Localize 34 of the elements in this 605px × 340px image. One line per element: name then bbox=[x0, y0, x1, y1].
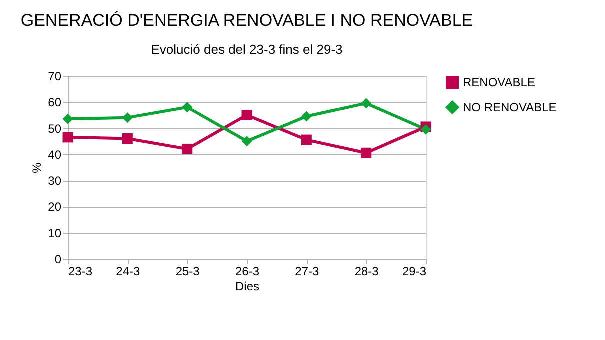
point bbox=[301, 111, 312, 122]
y-axis-title: % bbox=[30, 162, 44, 174]
legend-label: RENOVABLE bbox=[463, 76, 536, 90]
y-tick-label: 20 bbox=[48, 200, 62, 214]
y-tick-label: 60 bbox=[48, 96, 62, 110]
point bbox=[361, 148, 372, 158]
point bbox=[122, 112, 133, 124]
x-tick-label: 24-3 bbox=[116, 264, 140, 278]
y-tick-label: 40 bbox=[48, 148, 62, 162]
point bbox=[301, 134, 312, 146]
x-axis-title: Dies bbox=[235, 280, 260, 294]
y-tick-label: 50 bbox=[48, 122, 62, 136]
chart-subtitle: Evolució des del 23-3 fins el 29-3 bbox=[151, 42, 343, 57]
point bbox=[420, 124, 432, 135]
x-tick-label: 28-3 bbox=[354, 264, 380, 278]
legend-label: NO RENOVABLE bbox=[463, 100, 557, 114]
point bbox=[182, 102, 193, 113]
point bbox=[361, 98, 372, 109]
y-tick-label: 10 bbox=[48, 226, 62, 240]
point bbox=[122, 134, 133, 144]
x-tick-label: 23-3 bbox=[68, 264, 93, 278]
point bbox=[242, 110, 252, 120]
y-tick-label: 30 bbox=[48, 174, 62, 188]
point bbox=[62, 114, 74, 124]
x-tick-label: 29-3 bbox=[402, 264, 427, 278]
x-tick-label: 25-3 bbox=[176, 264, 200, 278]
y-tick-label: 0 bbox=[54, 252, 62, 266]
y-tick-label: 70 bbox=[48, 70, 62, 84]
point bbox=[182, 144, 193, 154]
chart-title: GENERACIÓ D'ENERGIA RENOVABLE I NO RENOVABLE bbox=[20, 11, 474, 30]
x-tick-label: 26-3 bbox=[235, 264, 260, 278]
point bbox=[62, 132, 74, 143]
point bbox=[242, 136, 252, 147]
x-tick-label: 27-3 bbox=[295, 264, 320, 278]
